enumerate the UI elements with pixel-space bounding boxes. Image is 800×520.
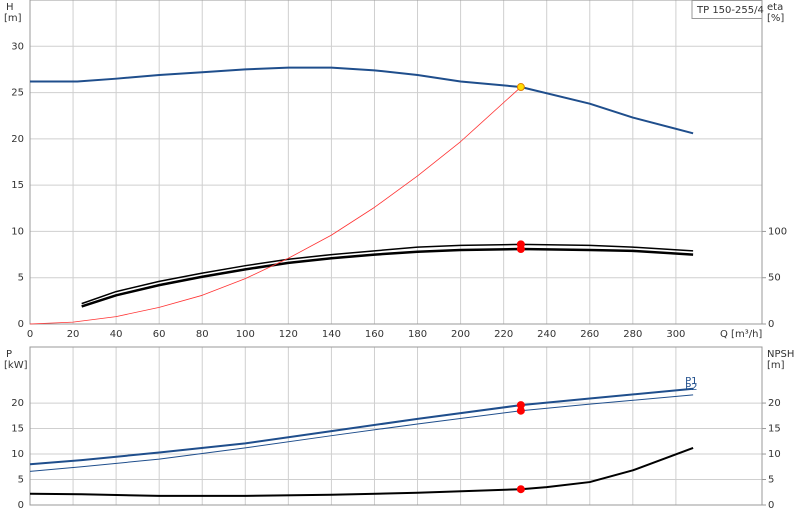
series-line	[29, 446, 694, 497]
y-axis-unit: [kW]	[4, 360, 28, 371]
x-tick-label: 260	[580, 329, 599, 340]
series-line	[81, 243, 694, 305]
y-tick-label: 20	[11, 134, 24, 145]
x-tick-label: 60	[153, 329, 166, 340]
legend-box	[691, 0, 763, 19]
marker	[516, 83, 525, 92]
x-tick-label: 100	[236, 329, 255, 340]
x-tick-label: 180	[408, 329, 427, 340]
y-tick-label: 5	[18, 475, 24, 486]
x-tick-label: 200	[451, 329, 470, 340]
marker	[516, 485, 525, 494]
legend-title: TP 150-255/4	[696, 5, 764, 16]
y2-tick-label: 20	[768, 398, 781, 409]
y2-tick-label: 100	[768, 226, 787, 237]
series-label: P2	[685, 382, 697, 393]
marker	[516, 245, 525, 254]
series-line	[30, 66, 694, 135]
y2-axis-label: eta	[767, 2, 783, 13]
y-tick-label: 30	[11, 41, 24, 52]
y2-axis-label: NPSH	[767, 349, 794, 360]
y2-tick-label: 10	[768, 449, 781, 460]
y-tick-label: 25	[11, 88, 24, 99]
x-tick-label: 80	[196, 329, 209, 340]
series-line	[81, 247, 694, 308]
x-tick-label: 240	[537, 329, 556, 340]
x-tick-label: 140	[322, 329, 341, 340]
series-line	[29, 394, 694, 472]
y-tick-label: 15	[11, 424, 24, 435]
x-tick-label: 280	[623, 329, 642, 340]
y-axis-unit: [m]	[4, 13, 22, 24]
marker	[516, 406, 525, 415]
y-tick-label: 20	[11, 398, 24, 409]
y-tick-label: 15	[11, 180, 24, 191]
series-label: P1	[685, 376, 697, 387]
plot-frame	[29, 346, 763, 506]
x-axis-label: Q [m³/h]	[720, 329, 762, 340]
y-tick-label: 0	[18, 500, 24, 511]
x-tick-label: 120	[279, 329, 298, 340]
y-tick-label: 10	[11, 449, 24, 460]
y2-tick-label: 0	[768, 319, 774, 330]
y-axis-label: P	[6, 349, 12, 360]
x-tick-label: 40	[110, 329, 123, 340]
y2-tick-label: 15	[768, 424, 781, 435]
y2-tick-label: 0	[768, 500, 774, 511]
series-line	[29, 387, 694, 466]
series-line	[29, 86, 522, 325]
y-tick-label: 0	[18, 319, 24, 330]
y-tick-label: 5	[18, 273, 24, 284]
y-tick-label: 10	[11, 226, 24, 237]
x-tick-label: 0	[27, 329, 33, 340]
x-tick-label: 220	[494, 329, 513, 340]
plot-frame	[29, 0, 763, 325]
x-tick-label: 160	[365, 329, 384, 340]
y2-tick-label: 5	[768, 475, 774, 486]
y2-axis-unit: [%]	[767, 13, 784, 24]
x-tick-label: 300	[666, 329, 685, 340]
y-axis-label: H	[6, 2, 14, 13]
x-tick-label: 20	[67, 329, 80, 340]
y2-axis-unit: [m]	[767, 360, 785, 371]
y2-tick-label: 50	[768, 273, 781, 284]
